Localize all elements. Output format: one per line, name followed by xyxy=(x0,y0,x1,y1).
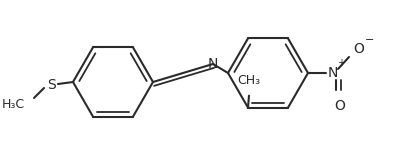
Text: H₃C: H₃C xyxy=(2,97,25,110)
Text: −: − xyxy=(365,35,375,45)
Text: N: N xyxy=(328,66,338,80)
Text: N: N xyxy=(208,57,218,71)
Text: O: O xyxy=(335,99,346,113)
Text: S: S xyxy=(47,78,55,92)
Text: CH₃: CH₃ xyxy=(237,74,261,87)
Text: +: + xyxy=(337,58,345,68)
Text: O: O xyxy=(354,42,365,56)
